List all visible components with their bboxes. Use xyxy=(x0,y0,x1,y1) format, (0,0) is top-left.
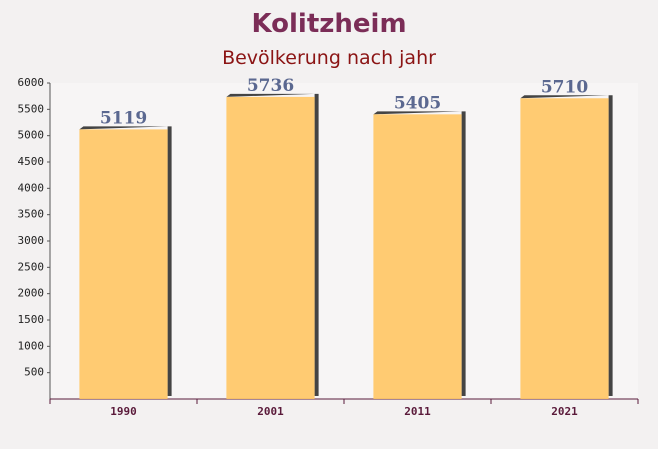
x-tick-label: 2021 xyxy=(551,405,578,418)
y-tick-label: 2500 xyxy=(18,260,45,273)
y-tick-label: 3000 xyxy=(18,234,45,247)
y-tick-label: 1500 xyxy=(18,313,45,326)
y-tick-label: 3500 xyxy=(18,208,45,221)
chart-title: Kolitzheim xyxy=(251,9,406,39)
value-label: 5405 xyxy=(394,93,441,113)
chart-subtitle: Bevölkerung nach jahr xyxy=(222,47,436,69)
y-tick-label: 4000 xyxy=(18,181,45,194)
value-label: 5119 xyxy=(100,108,147,128)
y-tick-label: 5500 xyxy=(18,102,45,115)
bar xyxy=(226,96,315,400)
value-label: 5736 xyxy=(247,76,294,96)
bar xyxy=(79,129,168,399)
y-tick-label: 500 xyxy=(24,366,44,379)
bar xyxy=(373,114,462,399)
x-tick-label: 1990 xyxy=(110,405,137,418)
y-tick-label: 1000 xyxy=(18,339,45,352)
x-tick-label: 2001 xyxy=(257,405,284,418)
y-tick-label: 4500 xyxy=(18,155,45,168)
bar xyxy=(520,98,609,400)
y-tick-label: 5000 xyxy=(18,129,45,142)
y-tick-label: 6000 xyxy=(18,76,45,89)
y-tick-label: 2000 xyxy=(18,287,45,300)
value-label: 5710 xyxy=(541,77,588,97)
x-tick-label: 2011 xyxy=(404,405,431,418)
